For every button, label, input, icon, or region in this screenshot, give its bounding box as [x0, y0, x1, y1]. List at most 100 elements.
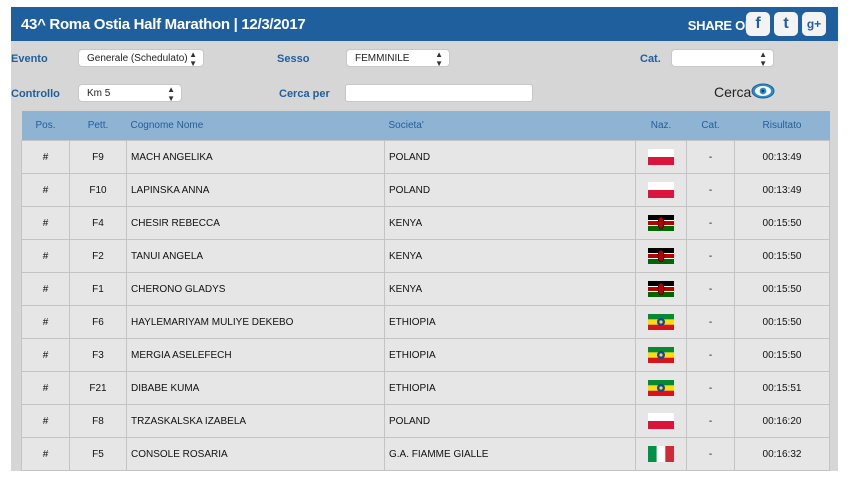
sesso-select[interactable]: FEMMINILE ▲ ▼ — [346, 49, 450, 68]
twitter-icon[interactable]: t — [774, 12, 798, 36]
cell-cat: - — [686, 404, 735, 438]
flag-poland-icon — [648, 413, 674, 429]
cell-risultato: 00:16:32 — [734, 437, 830, 471]
table-row[interactable]: # F4 CHESIR REBECCA KENYA -00:15:50 — [21, 206, 830, 240]
cell-societa: POLAND — [384, 404, 636, 438]
cell-pos: # — [21, 140, 70, 174]
flag-ethiopia-icon — [648, 314, 674, 330]
cell-risultato: 00:15:50 — [734, 305, 830, 339]
cerca-per-label: Cerca per — [279, 88, 330, 100]
header-bar: 43^ Roma Ostia Half Marathon | 12/3/2017… — [11, 7, 838, 41]
cell-pett: F8 — [69, 404, 127, 438]
cell-name[interactable]: HAYLEMARIYAM MULIYE DEKEBO — [126, 305, 385, 339]
table-row[interactable]: # F10 LAPINSKA ANNA POLAND -00:13:49 — [21, 173, 830, 207]
flag-kenya-icon — [648, 248, 674, 264]
flag-poland-icon — [648, 149, 674, 165]
cell-naz — [635, 272, 687, 306]
flag-poland-icon — [648, 182, 674, 198]
cell-name[interactable]: MACH ANGELIKA — [126, 140, 385, 174]
table-row[interactable]: # F6 HAYLEMARIYAM MULIYE DEKEBO ETHIOPIA -00… — [21, 305, 830, 339]
table-row[interactable]: # F3 MERGIA ASELEFECH ETHIOPIA -00:15:50 — [21, 338, 830, 372]
evento-label: Evento — [11, 53, 48, 65]
col-risultato[interactable]: Risultato — [734, 111, 830, 141]
cerca-per-input[interactable] — [345, 84, 533, 102]
flag-italy-icon — [648, 446, 674, 462]
sesso-value: FEMMINILE — [355, 53, 410, 64]
flag-kenya-icon — [648, 215, 674, 231]
evento-select[interactable]: Generale (Schedulato) ▲ ▼ — [78, 49, 204, 68]
col-naz[interactable]: Naz. — [635, 111, 687, 141]
flag-ethiopia-icon — [648, 347, 674, 363]
cell-risultato: 00:15:50 — [734, 272, 830, 306]
cell-pett: F10 — [69, 173, 127, 207]
cell-name[interactable]: MERGIA ASELEFECH — [126, 338, 385, 372]
cell-risultato: 00:15:50 — [734, 206, 830, 240]
cell-name[interactable]: CONSOLE ROSARIA — [126, 437, 385, 471]
table-row[interactable]: # F21 DIBABE KUMA ETHIOPIA -00:15:51 — [21, 371, 830, 405]
cell-pos: # — [21, 305, 70, 339]
table-row[interactable]: # F9 MACH ANGELIKA POLAND -00:13:49 — [21, 140, 830, 174]
cell-name[interactable]: TRZASKALSKA IZABELA — [126, 404, 385, 438]
col-pett[interactable]: Pett. — [69, 111, 127, 141]
cat-label: Cat. — [640, 53, 661, 65]
cell-pos: # — [21, 371, 70, 405]
controllo-select[interactable]: Km 5 ▲ ▼ — [78, 84, 182, 103]
cell-societa: KENYA — [384, 206, 636, 240]
cell-cat: - — [686, 272, 735, 306]
google-plus-icon[interactable]: g+ — [802, 12, 826, 36]
cell-pos: # — [21, 272, 70, 306]
cell-societa: ETHIOPIA — [384, 305, 636, 339]
cell-name[interactable]: CHESIR REBECCA — [126, 206, 385, 240]
table-row[interactable]: # F8 TRZASKALSKA IZABELA POLAND -00:16:20 — [21, 404, 830, 438]
cell-risultato: 00:15:50 — [734, 239, 830, 273]
cell-naz — [635, 239, 687, 273]
col-name[interactable]: Cognome Nome — [126, 111, 385, 141]
cell-societa: G.A. FIAMME GIALLE — [384, 437, 636, 471]
evento-value: Generale (Schedulato) — [87, 53, 188, 64]
col-societa[interactable]: Societa' — [384, 111, 636, 141]
cell-name[interactable]: LAPINSKA ANNA — [126, 173, 385, 207]
results-table: Pos. Pett. Cognome Nome Societa' Naz. Ca… — [21, 111, 830, 471]
flag-ethiopia-icon — [648, 380, 674, 396]
table-row[interactable]: # F5 CONSOLE ROSARIA G.A. FIAMME GIALLE -00:… — [21, 437, 830, 471]
col-cat[interactable]: Cat. — [686, 111, 735, 141]
controllo-label: Controllo — [11, 88, 60, 100]
table-row[interactable]: # F2 TANUI ANGELA KENYA -00:15:50 — [21, 239, 830, 273]
cell-cat: - — [686, 239, 735, 273]
search-button[interactable]: Cerca — [714, 84, 752, 100]
col-pos[interactable]: Pos. — [21, 111, 70, 141]
cell-name[interactable]: DIBABE KUMA — [126, 371, 385, 405]
cell-naz — [635, 305, 687, 339]
cell-pos: # — [21, 173, 70, 207]
table-header-row: Pos. Pett. Cognome Nome Societa' Naz. Ca… — [21, 111, 830, 141]
cell-risultato: 00:13:49 — [734, 140, 830, 174]
select-arrows-icon: ▲ ▼ — [435, 50, 443, 68]
cell-pett: F9 — [69, 140, 127, 174]
cell-naz — [635, 371, 687, 405]
cell-name[interactable]: CHERONO GLADYS — [126, 272, 385, 306]
cell-pos: # — [21, 206, 70, 240]
results-panel: 43^ Roma Ostia Half Marathon | 12/3/2017… — [11, 7, 838, 471]
cat-select[interactable]: ▲ ▼ — [671, 49, 774, 68]
cell-cat: - — [686, 206, 735, 240]
cell-cat: - — [686, 371, 735, 405]
cell-naz — [635, 437, 687, 471]
table-row[interactable]: # F1 CHERONO GLADYS KENYA -00:15:50 — [21, 272, 830, 306]
facebook-icon[interactable]: f — [746, 12, 770, 36]
cell-naz — [635, 206, 687, 240]
cell-societa: KENYA — [384, 239, 636, 273]
cell-risultato: 00:16:20 — [734, 404, 830, 438]
cell-risultato: 00:15:50 — [734, 338, 830, 372]
cell-cat: - — [686, 173, 735, 207]
cell-cat: - — [686, 140, 735, 174]
select-arrows-icon: ▲ ▼ — [189, 50, 197, 68]
cell-naz — [635, 140, 687, 174]
select-arrows-icon: ▲ ▼ — [759, 50, 767, 68]
cell-societa: KENYA — [384, 272, 636, 306]
cell-risultato: 00:13:49 — [734, 173, 830, 207]
cell-pett: F6 — [69, 305, 127, 339]
cell-naz — [635, 338, 687, 372]
eye-icon[interactable] — [751, 82, 775, 100]
cell-name[interactable]: TANUI ANGELA — [126, 239, 385, 273]
cell-cat: - — [686, 338, 735, 372]
